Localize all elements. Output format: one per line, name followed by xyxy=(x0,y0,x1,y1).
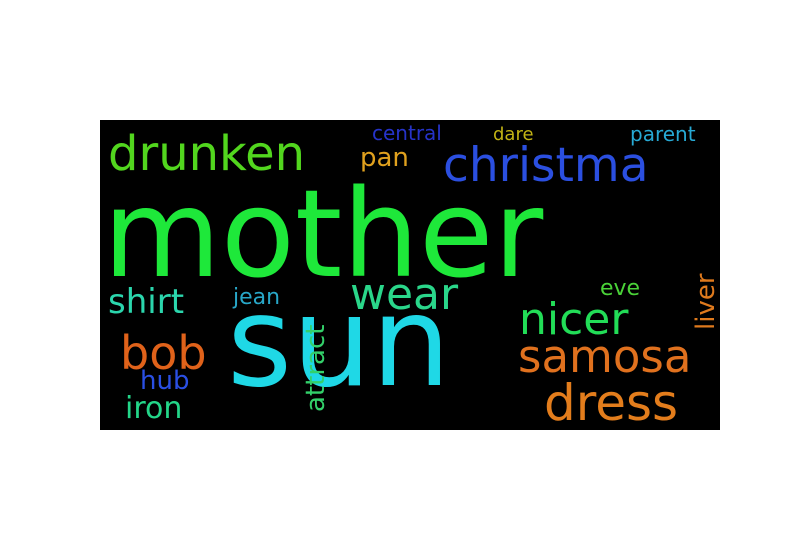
word-christma: christma xyxy=(443,138,649,193)
word-parent: parent xyxy=(630,122,696,146)
word-samosa: samosa xyxy=(518,330,692,383)
word-iron: iron xyxy=(125,391,183,426)
word-nicer: nicer xyxy=(519,294,629,345)
word-liver: liver xyxy=(691,273,720,330)
word-dress: dress xyxy=(544,374,679,430)
word-wear: wear xyxy=(350,269,459,320)
word-sun: sun xyxy=(227,270,451,415)
word-eve: eve xyxy=(600,276,641,301)
word-cloud: mother sun christma drunken samosa dress… xyxy=(100,120,720,430)
word-pan: pan xyxy=(360,143,409,173)
word-central: central xyxy=(372,121,442,145)
word-drunken: drunken xyxy=(108,126,306,182)
word-attract: attract xyxy=(301,324,331,412)
word-mother: mother xyxy=(103,164,544,305)
word-dare: dare xyxy=(493,124,534,145)
word-hub: hub xyxy=(140,366,190,396)
word-shirt: shirt xyxy=(108,282,185,322)
word-bob: bob xyxy=(120,326,207,380)
word-jean: jean xyxy=(233,285,281,310)
